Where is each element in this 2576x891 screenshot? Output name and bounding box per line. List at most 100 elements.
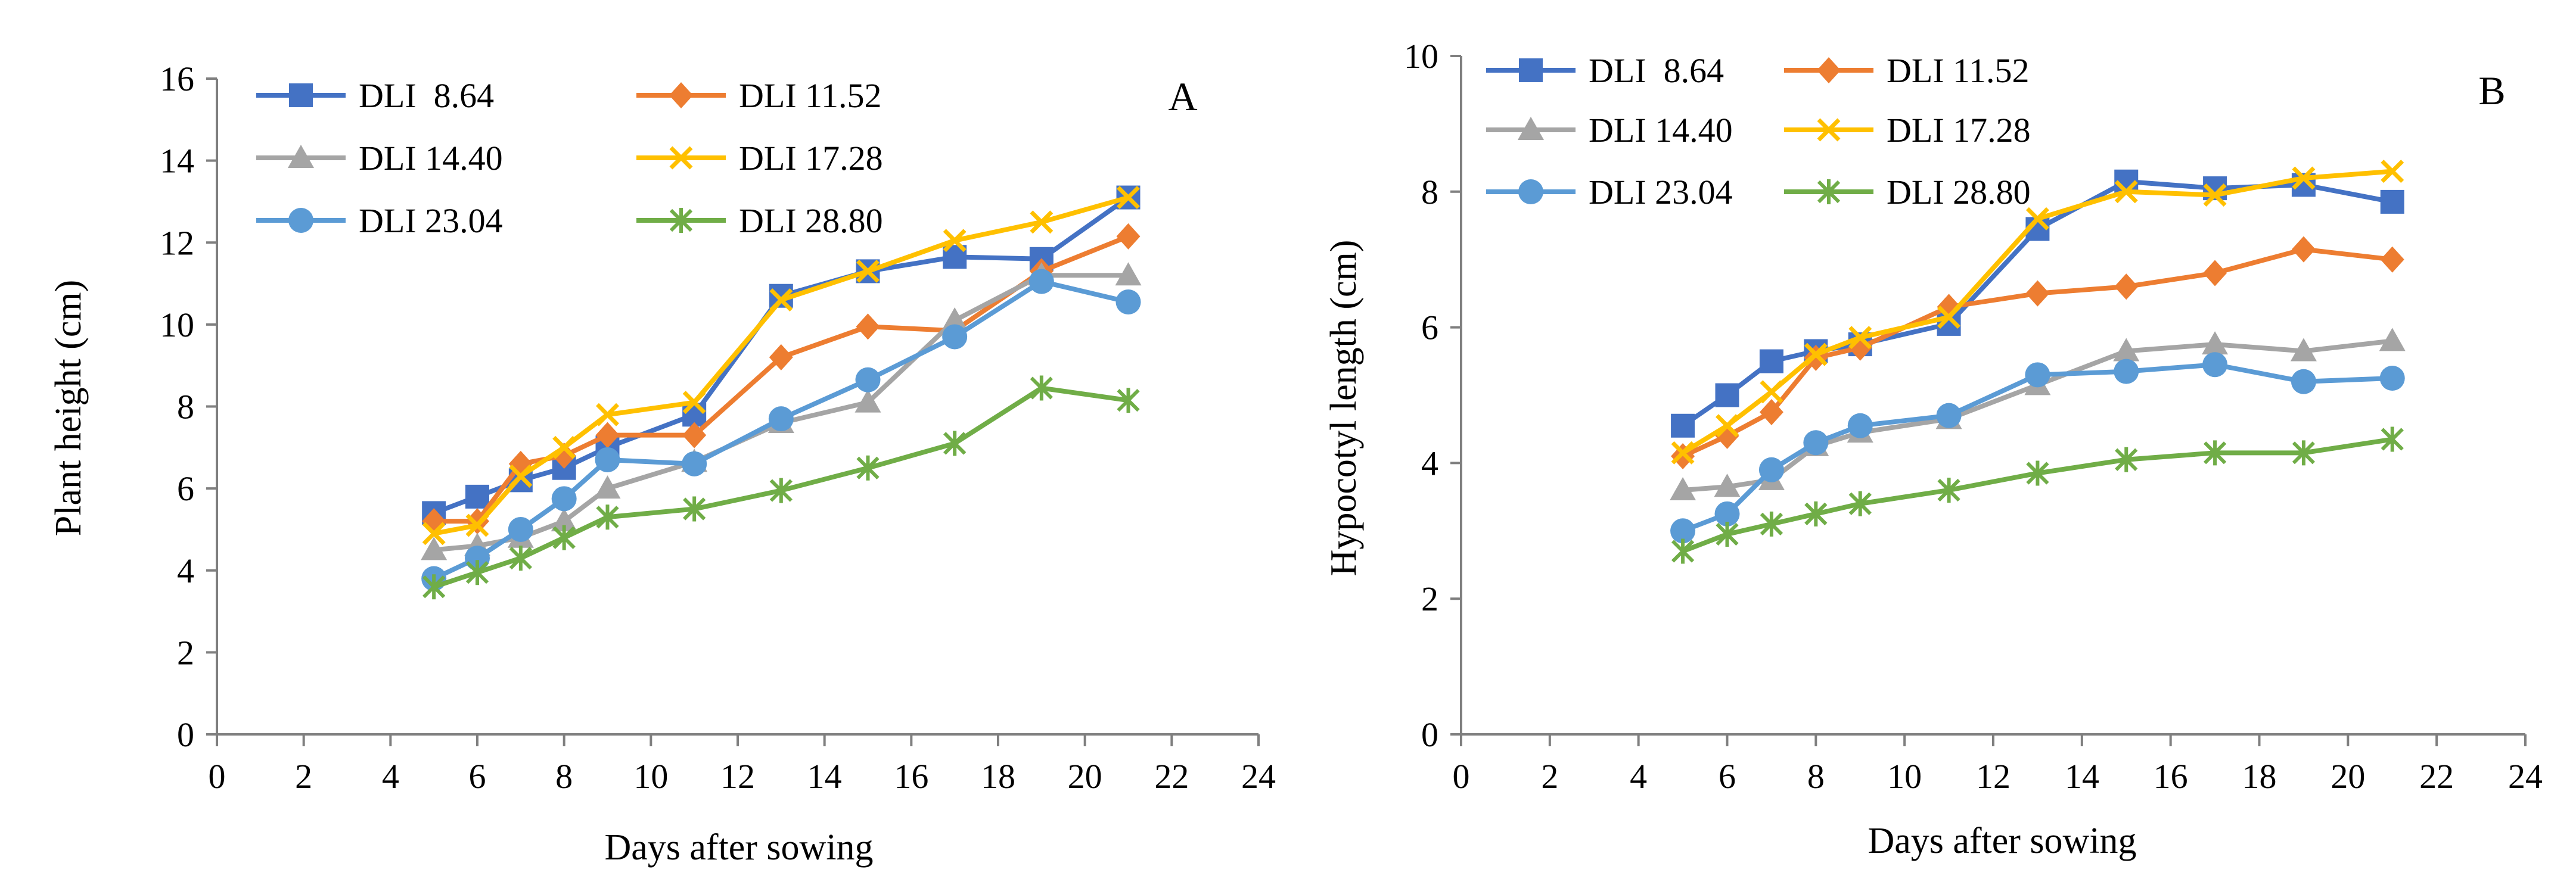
data-point [595,447,620,472]
legend-item: DLI 17.28 [636,139,883,177]
data-point [1848,491,1872,516]
y-tick-label: 4 [1421,444,1438,482]
legend-label: DLI 14.40 [1589,111,1733,149]
panel-label-b: B [2478,68,2505,113]
data-point [682,451,707,476]
x-tick-label: 12 [720,757,755,796]
x-tick-label: 8 [555,757,573,796]
data-point [942,324,968,350]
y-tick-label: 12 [160,223,194,262]
series-DLI-17_28 [422,186,1140,546]
legend-label: DLI 28.80 [1887,173,2031,211]
data-point [768,406,794,432]
data-point [2025,207,2049,230]
data-point [1116,223,1141,250]
data-point [1117,388,1140,413]
data-point [1803,430,1829,456]
legend-marker [1817,179,1841,204]
data-point [465,513,489,537]
data-point [465,560,489,585]
legend-marker [669,82,693,108]
data-point [2025,362,2050,388]
data-point [856,259,880,283]
legend-label: DLI 28.80 [739,201,883,240]
data-point [465,484,489,509]
data-point [855,367,881,392]
panel-label-a: A [1168,74,1197,119]
y-tick-label: 8 [177,388,194,426]
x-tick-label: 24 [1241,757,1276,796]
data-point [2202,352,2228,378]
data-point [1716,521,1739,547]
x-tick-label: 2 [1541,757,1558,796]
data-point [1804,342,1828,366]
data-point [1759,398,1783,425]
x-tick-label: 0 [209,757,226,796]
legend-marker [1519,58,1543,82]
y-tick-label: 10 [1404,37,1438,76]
legend-a: DLI 8.64 DLI 11.52 DLI 14.40 DLI 17.28 DLI 2… [256,76,883,240]
legend-label: DLI 8.64 [1589,51,1724,90]
data-point [683,496,706,522]
data-point [551,486,577,512]
legend-item: DLI 11.52 [636,76,881,115]
data-point [509,465,533,488]
data-point [2025,280,2050,307]
x-tick-label: 12 [1976,757,2011,796]
x-tick-label: 14 [2065,757,2099,796]
data-point [943,229,967,253]
y-axis-title-b: Hypocotyl length (cm) [1323,240,1364,577]
data-point [2379,328,2406,351]
legend-label: DLI 23.04 [1589,173,1733,211]
data-point [422,574,446,600]
legend-label: DLI 14.40 [359,139,503,177]
data-point [1759,349,1783,373]
data-point [1671,441,1695,465]
data-point [682,422,707,448]
legend-label: DLI 17.28 [1887,111,2031,149]
legend-item: DLI 28.80 [636,201,883,240]
y-tick-label: 2 [1421,580,1438,618]
data-point [552,435,576,459]
y-tick-label: 2 [177,633,194,672]
x-tick-label: 8 [1807,757,1825,796]
x-tick-label: 2 [295,757,312,796]
data-point [1030,210,1054,234]
data-point [2115,447,2138,472]
legend-marker [1817,57,1841,83]
data-point [1714,501,1740,526]
data-point [1804,501,1828,526]
legend-item: DLI 14.40 [256,139,503,177]
legend-item: DLI 8.64 [1486,51,1724,90]
data-point [595,422,620,448]
legend-label: DLI 11.52 [739,76,881,115]
data-point [2114,273,2139,300]
data-point [682,391,706,415]
x-tick-label: 20 [2330,757,2365,796]
legend-marker [1518,117,1544,140]
data-point [1760,511,1783,537]
data-point [2292,166,2316,190]
y-tick-label: 4 [177,552,194,590]
data-point [1670,476,1696,500]
data-point [941,307,968,331]
data-point [1115,262,1142,286]
x-tick-label: 4 [1630,757,1647,796]
series-DLI-28_80 [422,375,1140,600]
data-point [1758,457,1784,482]
legend-label: DLI 8.64 [359,76,494,115]
legend-label: DLI 17.28 [739,139,883,177]
data-point [2113,338,2140,362]
data-point [769,344,793,370]
legend-label: DLI 11.52 [1887,51,2029,90]
data-point [2290,338,2317,362]
data-point [2380,189,2404,214]
series-DLI-23_04 [1670,352,2405,544]
y-tick-label: 8 [1421,173,1438,211]
legend-item: DLI 17.28 [1784,111,2031,149]
legend-item: DLI 23.04 [1486,173,1733,211]
data-point [551,508,577,532]
data-point [2114,180,2138,204]
data-point [1670,518,1696,544]
